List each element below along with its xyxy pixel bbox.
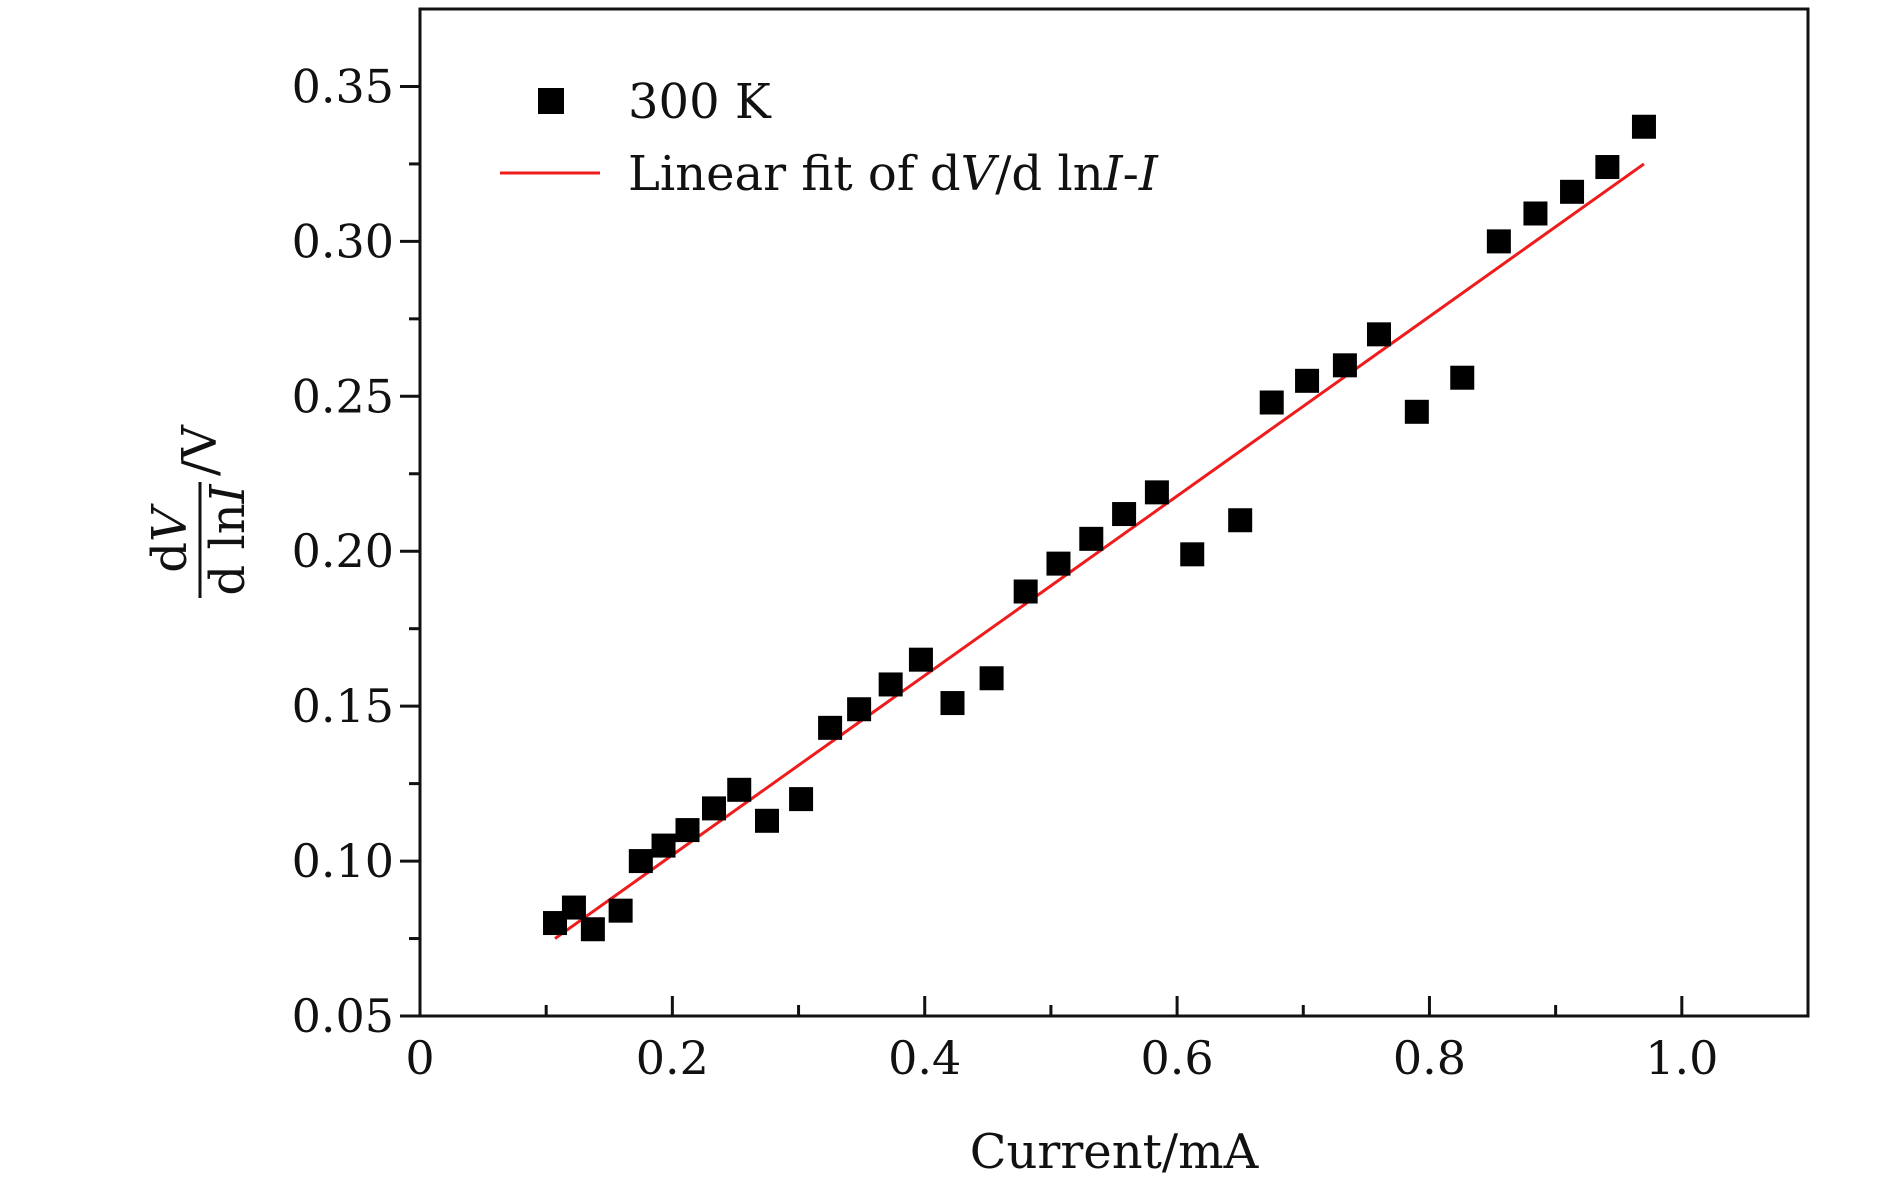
data-point [1112, 502, 1137, 527]
y-tick-label: 0.10 [292, 834, 394, 888]
x-tick-label: 1.0 [1645, 1031, 1718, 1085]
data-point [675, 818, 700, 843]
legend-label-300k: 300 K [628, 74, 772, 130]
data-point [628, 849, 653, 874]
data-point [561, 895, 586, 920]
y-tick-label: 0.35 [292, 59, 394, 113]
data-point [1013, 579, 1038, 604]
data-point [1180, 542, 1205, 567]
data-point [1079, 526, 1104, 551]
y-axis-title: dV d lnI /V [142, 424, 256, 598]
x-tick-label: 0.4 [888, 1031, 961, 1085]
data-point [818, 715, 843, 740]
data-point [1144, 480, 1169, 505]
legend-label-fit: Linear fit of dV/d lnI-I [628, 146, 1159, 202]
axis-ticks [400, 84, 1684, 1018]
data-point [1259, 390, 1284, 415]
data-point [1366, 322, 1391, 347]
data-point [755, 808, 779, 833]
data-point [1523, 201, 1548, 226]
y-tick-label: 0.20 [292, 524, 394, 578]
data-point [1332, 353, 1357, 378]
data-point [1595, 155, 1620, 180]
data-point [608, 898, 633, 923]
tick-labels: 0 0.2 0.4 0.6 0.8 1.0 0.05 0.10 0.15 0.20 0.25 0.30… [292, 59, 1719, 1085]
data-point [1486, 229, 1511, 254]
y-title-numerator: dV [142, 503, 198, 573]
x-axis-title: Current/mA [970, 1124, 1260, 1180]
data-point [727, 777, 752, 802]
legend: 300 K Linear fit of dV/d lnI-I [500, 74, 1159, 202]
data-point [789, 787, 814, 812]
legend-marker-300k [538, 88, 564, 114]
y-title-unit: /V [172, 424, 228, 476]
y-tick-label: 0.25 [292, 369, 394, 423]
y-title-denominator: d lnI [200, 483, 256, 595]
data-point [580, 917, 605, 942]
x-tick-label: 0.8 [1393, 1031, 1466, 1085]
data-point [1404, 399, 1429, 424]
y-tick-label: 0.15 [292, 679, 394, 733]
data-point [1631, 114, 1656, 139]
y-tick-label: 0.30 [292, 214, 394, 268]
data-point [878, 672, 903, 697]
y-tick-label: 0.05 [292, 989, 394, 1043]
data-point [1046, 551, 1071, 576]
scatter-markers [543, 114, 1656, 942]
data-point [847, 697, 872, 722]
data-point [1560, 179, 1585, 204]
data-point [940, 691, 965, 716]
data-point [1295, 368, 1320, 393]
plot-frame [418, 7, 1810, 1018]
x-tick-label: 0.6 [1141, 1031, 1214, 1085]
data-point [1228, 508, 1253, 533]
data-point [651, 833, 676, 858]
data-point [979, 666, 1004, 691]
x-tick-label: 0 [405, 1031, 434, 1085]
data-point [908, 647, 933, 672]
linear-fit-line [554, 162, 1645, 940]
data-point [702, 796, 727, 821]
data-point [1450, 365, 1475, 390]
x-tick-label: 0.2 [636, 1031, 709, 1085]
